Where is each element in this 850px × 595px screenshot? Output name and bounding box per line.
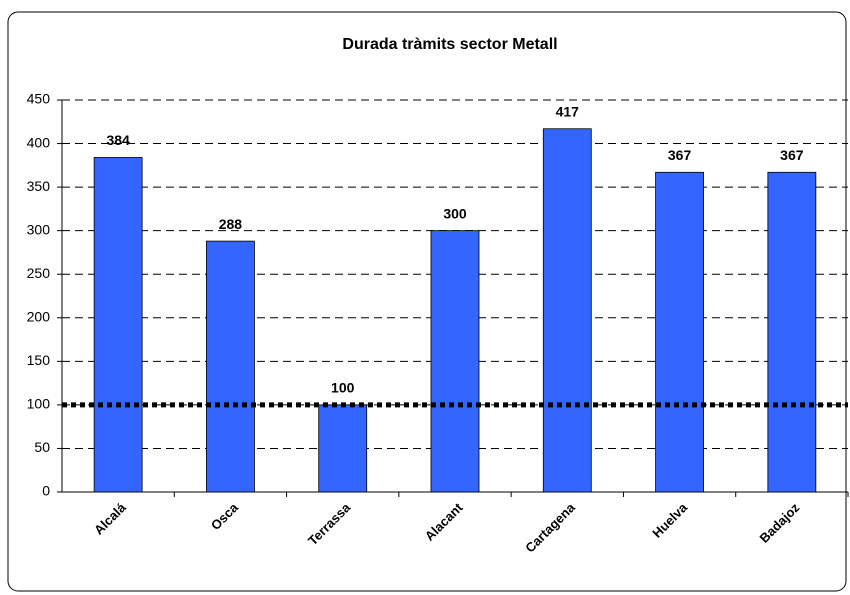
value-label: 100	[331, 380, 355, 396]
bar	[93, 157, 143, 493]
y-tick-label: 250	[27, 265, 51, 281]
value-label: 367	[780, 147, 804, 163]
value-label: 417	[556, 103, 580, 119]
chart-title: Durada tràmits sector Metall	[342, 36, 557, 53]
value-label: 384	[106, 132, 130, 148]
value-label: 367	[668, 147, 692, 163]
y-tick-label: 400	[27, 134, 51, 150]
bar	[318, 404, 368, 493]
bar	[767, 171, 817, 493]
y-tick-label: 450	[27, 91, 51, 107]
value-label: 300	[443, 205, 467, 221]
bar	[430, 230, 480, 493]
y-tick-label: 300	[27, 221, 51, 237]
bar	[206, 240, 255, 493]
y-tick-label: 150	[27, 352, 51, 368]
y-tick-label: 350	[27, 178, 51, 194]
y-tick-label: 0	[42, 483, 50, 499]
y-tick-label: 200	[27, 308, 51, 324]
y-tick-label: 100	[27, 396, 51, 412]
bar	[655, 171, 704, 493]
value-label: 288	[219, 216, 243, 232]
bar	[542, 128, 592, 493]
y-tick-label: 50	[34, 439, 50, 455]
